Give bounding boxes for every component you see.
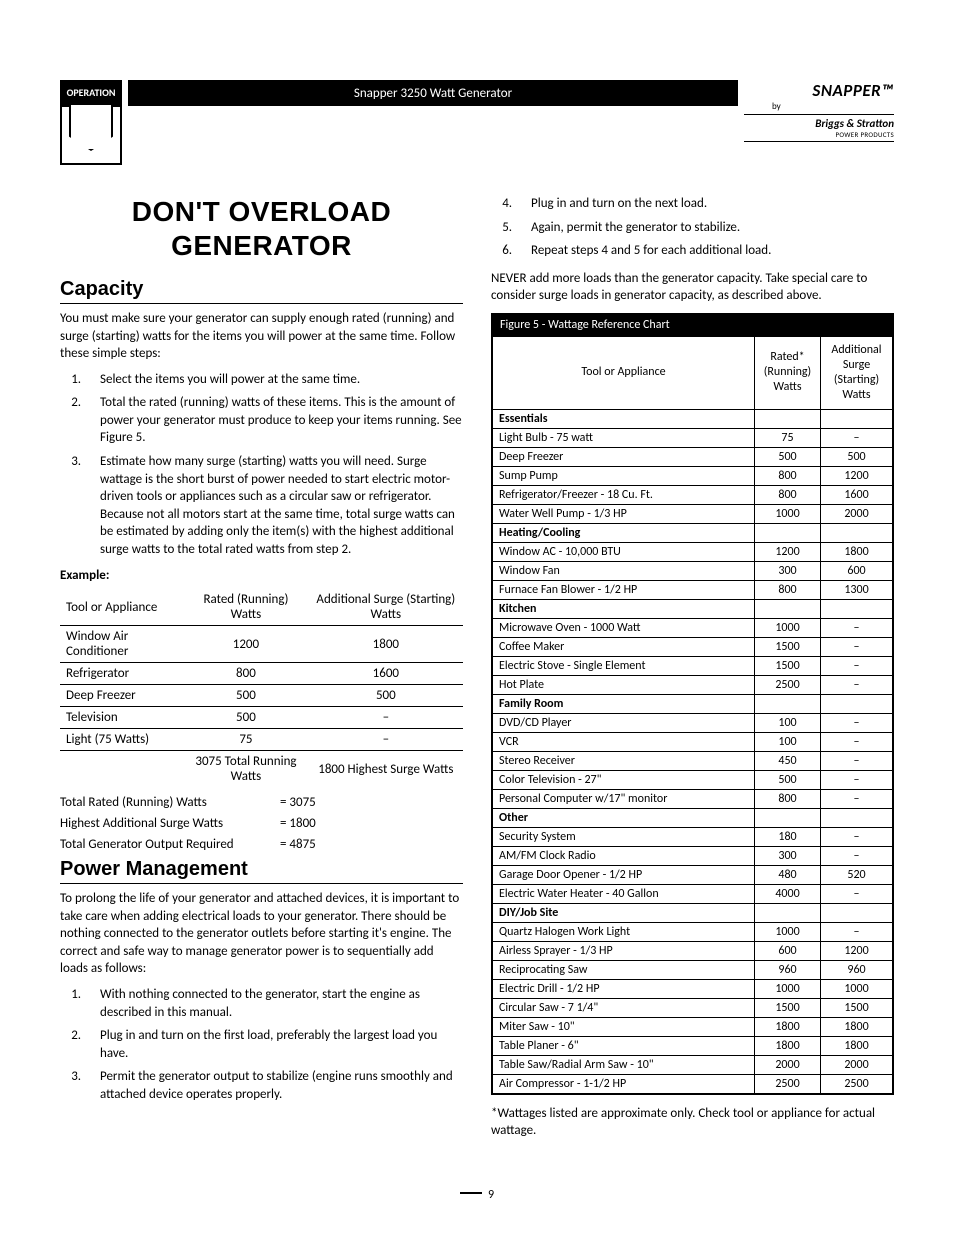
table-row: Window Fan300600 bbox=[493, 561, 893, 580]
logo-sub: Briggs & Stratton bbox=[744, 117, 894, 130]
table-row: DVD/CD Player100– bbox=[493, 713, 893, 732]
capacity-intro: You must make sure your generator can su… bbox=[60, 310, 463, 363]
table-row: Essentials bbox=[493, 409, 893, 428]
ex-h2: Rated (Running) Watts bbox=[183, 589, 308, 626]
table-row: Microwave Oven - 1000 Watt1000– bbox=[493, 618, 893, 637]
wattage-footnote: *Wattages listed are approximate only. C… bbox=[491, 1105, 894, 1140]
table-row: Window Air Conditioner12001800 bbox=[60, 626, 463, 663]
table-row: Sump Pump8001200 bbox=[493, 466, 893, 485]
table-row: VCR100– bbox=[493, 732, 893, 751]
table-row: Personal Computer w/17" monitor800– bbox=[493, 789, 893, 808]
table-row: Television500– bbox=[60, 707, 463, 729]
table-row: Heating/Cooling bbox=[493, 523, 893, 542]
ex-total-surge: 1800 Highest Surge Watts bbox=[309, 751, 463, 788]
main-heading: DON'T OVERLOAD GENERATOR bbox=[60, 195, 463, 262]
page-number: 9 bbox=[60, 1188, 894, 1202]
total-line: Highest Additional Surge Watts= 1800 bbox=[60, 816, 463, 831]
list-item: Estimate how many surge (starting) watts… bbox=[84, 453, 463, 558]
example-table: Tool or Appliance Rated (Running) Watts … bbox=[60, 589, 463, 787]
table-row: Color Television - 27"500– bbox=[493, 770, 893, 789]
table-row: Hot Plate2500– bbox=[493, 675, 893, 694]
figure-5-title: Figure 5 - Wattage Reference Chart bbox=[492, 314, 893, 336]
capacity-heading: Capacity bbox=[60, 278, 463, 301]
table-row: Table Planer - 6"18001800 bbox=[493, 1036, 893, 1055]
operation-badge: OPERATION bbox=[60, 80, 122, 165]
table-row: Stereo Receiver450– bbox=[493, 751, 893, 770]
ref-h1: Tool or Appliance bbox=[493, 336, 755, 409]
table-row: Refrigerator8001600 bbox=[60, 663, 463, 685]
table-row: Family Room bbox=[493, 694, 893, 713]
table-row: Electric Drill - 1/2 HP10001000 bbox=[493, 979, 893, 998]
divider bbox=[60, 883, 463, 884]
table-row: AM/FM Clock Radio300– bbox=[493, 846, 893, 865]
table-row: Garage Door Opener - 1/2 HP480520 bbox=[493, 865, 893, 884]
table-row: Coffee Maker1500– bbox=[493, 637, 893, 656]
page-header: OPERATION Snapper 3250 Watt Generator SN… bbox=[60, 80, 894, 165]
list-item: Plug in and turn on the first load, pref… bbox=[84, 1027, 463, 1062]
totals-block: Total Rated (Running) Watts= 3075 Highest… bbox=[60, 795, 463, 852]
never-note: NEVER add more loads than the generator … bbox=[491, 270, 894, 305]
table-row: Air Compressor - 1-1/2 HP25002500 bbox=[493, 1074, 893, 1093]
table-row: Window AC - 10,000 BTU12001800 bbox=[493, 542, 893, 561]
table-row: Deep Freezer500500 bbox=[493, 447, 893, 466]
total-line: Total Rated (Running) Watts= 3075 bbox=[60, 795, 463, 810]
table-row: Furnace Fan Blower - 1/2 HP8001300 bbox=[493, 580, 893, 599]
power-mgmt-heading: Power Management bbox=[60, 858, 463, 881]
capacity-steps: Select the items you will power at the s… bbox=[70, 371, 463, 558]
table-row: DIY/Job Site bbox=[493, 903, 893, 922]
list-item: With nothing connected to the generator,… bbox=[84, 986, 463, 1021]
main-heading-l2: GENERATOR bbox=[171, 230, 352, 261]
ref-h2: Rated* (Running) Watts bbox=[755, 336, 821, 409]
power-mgmt-intro: To prolong the life of your generator an… bbox=[60, 890, 463, 978]
divider bbox=[60, 303, 463, 304]
table-row: Airless Sprayer - 1/3 HP6001200 bbox=[493, 941, 893, 960]
brand-logo: SNAPPER™ by Briggs & Stratton POWER PROD… bbox=[744, 80, 894, 144]
list-item: Permit the generator output to stabilize… bbox=[84, 1068, 463, 1103]
list-item: Plug in and turn on the next load. bbox=[515, 195, 894, 213]
ex-total-running: 3075 Total Running Watts bbox=[183, 751, 308, 788]
left-column: DON'T OVERLOAD GENERATOR Capacity You mu… bbox=[60, 195, 463, 1148]
content-columns: DON'T OVERLOAD GENERATOR Capacity You mu… bbox=[60, 195, 894, 1148]
list-item: Total the rated (running) watts of these… bbox=[84, 394, 463, 447]
figure-5-box: Figure 5 - Wattage Reference Chart Tool … bbox=[491, 313, 894, 1095]
table-row: Refrigerator/Freezer - 18 Cu. Ft.8001600 bbox=[493, 485, 893, 504]
list-item: Repeat steps 4 and 5 for each additional… bbox=[515, 242, 894, 260]
title-bar: Snapper 3250 Watt Generator bbox=[128, 80, 738, 106]
table-row: Security System180– bbox=[493, 827, 893, 846]
ex-h3: Additional Surge (Starting) Watts bbox=[309, 589, 463, 626]
right-column: Plug in and turn on the next load. Again,… bbox=[491, 195, 894, 1148]
list-item: Select the items you will power at the s… bbox=[84, 371, 463, 389]
table-row: Electric Water Heater - 40 Gallon4000– bbox=[493, 884, 893, 903]
table-row: Water Well Pump - 1/3 HP10002000 bbox=[493, 504, 893, 523]
table-row: Light (75 Watts)75– bbox=[60, 729, 463, 751]
brand-name: SNAPPER™ bbox=[744, 80, 894, 101]
table-row: Table Saw/Radial Arm Saw - 10"20002000 bbox=[493, 1055, 893, 1074]
table-row: Miter Saw - 10"18001800 bbox=[493, 1017, 893, 1036]
power-mgmt-steps-left: With nothing connected to the generator,… bbox=[70, 986, 463, 1103]
table-row: Light Bulb - 75 watt75– bbox=[493, 428, 893, 447]
logo-by: by bbox=[772, 101, 781, 112]
table-row: Circular Saw - 7 1/4"15001500 bbox=[493, 998, 893, 1017]
table-row: Electric Stove - Single Element1500– bbox=[493, 656, 893, 675]
power-mgmt-steps-right: Plug in and turn on the next load. Again,… bbox=[501, 195, 894, 260]
table-row: Reciprocating Saw960960 bbox=[493, 960, 893, 979]
badge-label: OPERATION bbox=[67, 86, 116, 99]
shield-icon bbox=[69, 103, 113, 151]
main-heading-l1: DON'T OVERLOAD bbox=[132, 196, 391, 227]
wattage-reference-table: Tool or Appliance Rated* (Running) Watts… bbox=[492, 336, 893, 1094]
table-row: Quartz Halogen Work Light1000– bbox=[493, 922, 893, 941]
ref-h3: Additional Surge (Starting) Watts bbox=[821, 336, 893, 409]
ex-h1: Tool or Appliance bbox=[60, 589, 183, 626]
table-row: Deep Freezer500500 bbox=[60, 685, 463, 707]
logo-sub2: POWER PRODUCTS bbox=[744, 130, 894, 139]
total-line: Total Generator Output Required= 4875 bbox=[60, 837, 463, 852]
list-item: Again, permit the generator to stabilize… bbox=[515, 219, 894, 237]
title-bar-text: Snapper 3250 Watt Generator bbox=[354, 86, 512, 101]
table-row: Kitchen bbox=[493, 599, 893, 618]
table-row: Other bbox=[493, 808, 893, 827]
example-label: Example: bbox=[60, 568, 463, 583]
